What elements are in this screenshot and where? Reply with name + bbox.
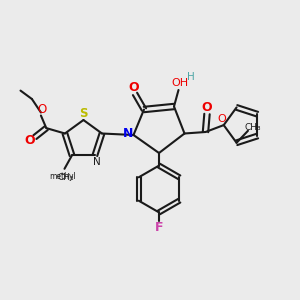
Text: F: F: [155, 221, 163, 234]
Text: O: O: [38, 103, 47, 116]
Text: CH₃: CH₃: [244, 123, 261, 132]
Text: O: O: [202, 101, 212, 114]
Text: methyl: methyl: [50, 172, 76, 181]
Text: S: S: [79, 107, 88, 120]
Text: OH: OH: [171, 78, 189, 88]
Text: N: N: [123, 127, 133, 140]
Text: O: O: [128, 81, 139, 94]
Text: N: N: [92, 157, 100, 167]
Text: O: O: [24, 134, 35, 147]
Text: H: H: [187, 72, 195, 82]
Text: CH₃: CH₃: [58, 173, 74, 182]
Text: O: O: [218, 113, 226, 124]
